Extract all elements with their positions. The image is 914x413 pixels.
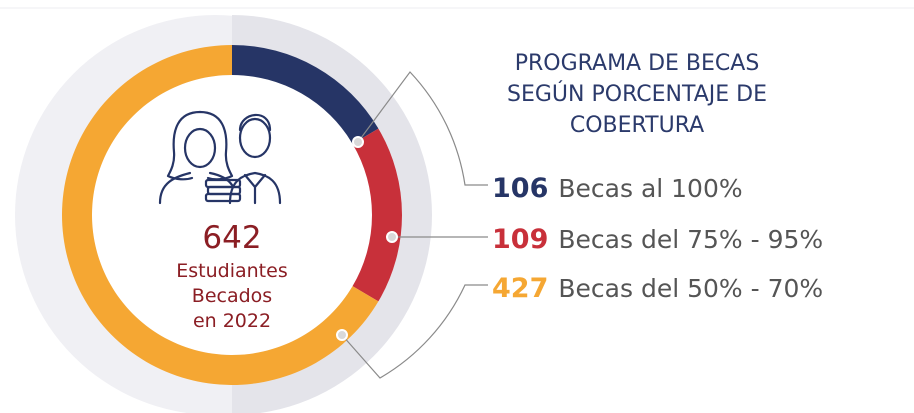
legend-value: 109 xyxy=(492,224,548,255)
donut xyxy=(61,45,402,385)
inner-circle xyxy=(92,75,372,355)
total-value: 642 xyxy=(202,220,261,256)
legend-label: Becas del 50% - 70% xyxy=(558,274,823,303)
legend-entry: 106 Becas al 100% xyxy=(492,173,743,204)
leader-lines xyxy=(336,71,488,379)
center-label: Estudiantes xyxy=(176,260,287,282)
title-line: PROGRAMA DE BECAS xyxy=(515,51,760,76)
title-line: SEGÚN PORCENTAJE DE xyxy=(507,81,767,107)
shadow-ring xyxy=(232,15,432,413)
legend-label: Becas al 100% xyxy=(558,174,742,203)
center-label: en 2022 xyxy=(193,310,271,332)
legend-label: Becas del 75% - 95% xyxy=(558,225,823,254)
legend-value: 106 xyxy=(492,173,548,204)
legend-value: 427 xyxy=(492,273,548,304)
donut-segment xyxy=(232,45,379,144)
donut-segment xyxy=(352,128,402,302)
legend-entry: 109 Becas del 75% - 95% xyxy=(492,224,823,255)
legend: 106 Becas al 100% 109 Becas del 75% - 95% 42… xyxy=(492,173,823,304)
center-label: Becados xyxy=(192,285,272,307)
students-icon xyxy=(158,110,282,205)
legend-entry: 427 Becas del 50% - 70% xyxy=(492,273,823,304)
title-line: COBERTURA xyxy=(570,113,704,138)
